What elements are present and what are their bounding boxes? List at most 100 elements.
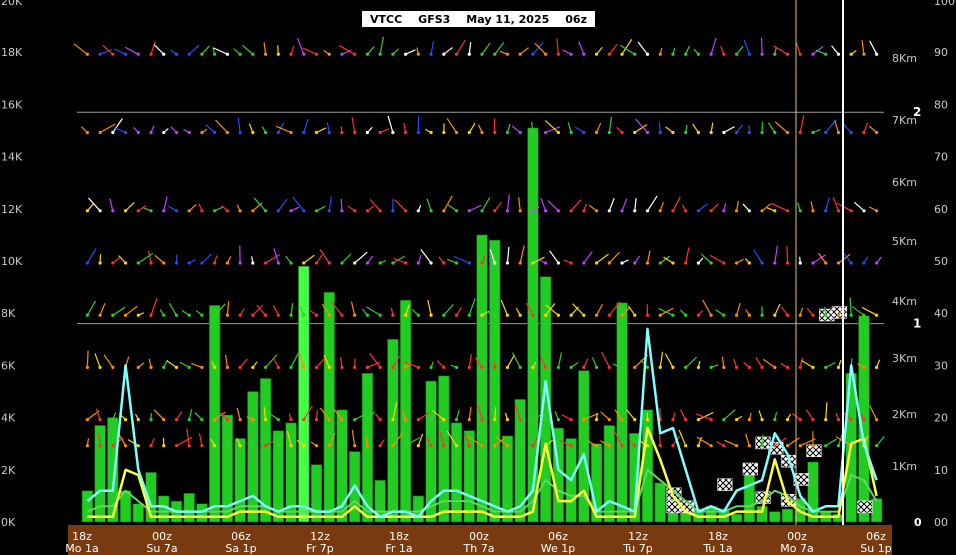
wind-barb-dot: [353, 444, 356, 447]
wind-barb: [469, 205, 481, 211]
wind-barb-dot: [620, 209, 623, 212]
wind-barb: [264, 42, 266, 54]
wind-barb-dot: [328, 444, 331, 447]
wind-barb-dot: [659, 366, 662, 369]
wind-barb-dot: [98, 261, 101, 264]
wind-barb-dot: [404, 314, 407, 317]
right-axis-tick: 30: [934, 359, 948, 372]
wind-barb-dot: [366, 444, 369, 447]
wind-barb: [533, 43, 543, 55]
wind-barb-dot: [137, 53, 140, 56]
wind-barb-dot: [455, 261, 458, 264]
wind-barb-dot: [417, 261, 420, 264]
wind-barb-dot: [799, 261, 802, 264]
wind-barb-dot: [519, 314, 522, 317]
wind-barb-dot: [289, 366, 292, 369]
wind-barb: [444, 304, 453, 315]
wind-barb-dot: [811, 131, 814, 134]
wind-barb: [126, 306, 138, 315]
wind-barb-dot: [595, 53, 598, 56]
wind-barb-dot: [175, 261, 178, 264]
wind-barb: [724, 410, 735, 420]
wind-barb-dot: [86, 53, 89, 56]
wind-barb-dot: [340, 131, 343, 134]
wind-barb-dot: [86, 366, 89, 369]
wind-barb: [635, 198, 636, 211]
wind-barb: [800, 115, 804, 132]
wind-barb-dot: [379, 444, 382, 447]
wind-barb-dot: [570, 209, 573, 212]
wind-barb-dot: [608, 418, 611, 421]
wind-barb-dot: [544, 53, 547, 56]
wind-barb-dot: [697, 209, 700, 212]
left-axis-tick: 12K: [1, 203, 23, 216]
wind-barb: [584, 251, 592, 263]
wind-barb: [110, 199, 113, 211]
wind-barb-dot: [149, 314, 152, 317]
wind-barb-dot: [850, 261, 853, 264]
wind-barb: [88, 198, 100, 211]
wind-barb-dot: [442, 314, 445, 317]
wind-barb-dot: [671, 314, 674, 317]
wind-barb-dot: [277, 444, 280, 447]
wind-barb-dot: [633, 261, 636, 264]
right-axis-tick: 40: [934, 307, 948, 320]
wind-barb: [226, 355, 228, 367]
wind-barb-dot: [875, 418, 878, 421]
wind-barb-dot: [633, 131, 636, 134]
wind-barb-dot: [315, 314, 318, 317]
wind-barb: [573, 304, 584, 315]
wind-barb-dot: [760, 261, 763, 264]
wind-barb-dot: [684, 131, 687, 134]
wind-barb: [597, 254, 609, 263]
wind-barb-dot: [340, 261, 343, 264]
wind-barb: [469, 123, 475, 132]
wind-barb-dot: [519, 209, 522, 212]
wind-barb-dot: [646, 53, 649, 56]
wind-barb-dot: [328, 418, 331, 421]
wind-barb-dot: [98, 314, 101, 317]
wind-barb-dot: [862, 314, 865, 317]
wind-barb-dot: [837, 53, 840, 56]
wind-barb-dot: [226, 444, 229, 447]
wind-barb-dot: [824, 131, 827, 134]
wind-barb: [278, 199, 287, 211]
wind-barb: [104, 355, 113, 368]
wind-barb-dot: [353, 53, 356, 56]
wind-barb-dot: [429, 261, 432, 264]
wind-barb-dot: [239, 53, 242, 56]
wind-barb: [579, 41, 584, 54]
wind-barb-dot: [671, 53, 674, 56]
km-label: 2Km: [892, 408, 917, 421]
wind-barb-dot: [493, 209, 496, 212]
right-axis-tick: 60: [934, 203, 948, 216]
wind-barb-dot: [786, 418, 789, 421]
wind-barb-dot: [671, 209, 674, 212]
wind-barb: [609, 117, 611, 133]
wind-barb-dot: [608, 366, 611, 369]
wind-barb-dot: [557, 418, 560, 421]
wind-barb-dot: [582, 366, 585, 369]
wind-barb-dot: [315, 209, 318, 212]
wind-barb-dot: [315, 444, 318, 447]
wind-barb-dot: [748, 209, 751, 212]
wind-barb-dot: [646, 418, 649, 421]
wind-barb: [154, 45, 163, 54]
wind-barb-dot: [748, 53, 751, 56]
wind-barb-dot: [429, 53, 432, 56]
bar: [197, 504, 208, 522]
wind-barb-dot: [328, 314, 331, 317]
wind-barb-dot: [200, 209, 203, 212]
wind-barb: [826, 439, 837, 446]
wind-barb-dot: [239, 314, 242, 317]
km-label: 4Km: [892, 295, 917, 308]
wind-barb-dot: [353, 209, 356, 212]
wind-barb: [199, 433, 201, 445]
wind-barb-dot: [722, 261, 725, 264]
right-axis-tick: 10: [934, 464, 948, 477]
wind-barb-dot: [277, 53, 280, 56]
wind-barb: [870, 41, 877, 55]
wind-barb: [113, 307, 125, 315]
wind-barb-dot: [175, 366, 178, 369]
wind-barb: [191, 363, 202, 367]
